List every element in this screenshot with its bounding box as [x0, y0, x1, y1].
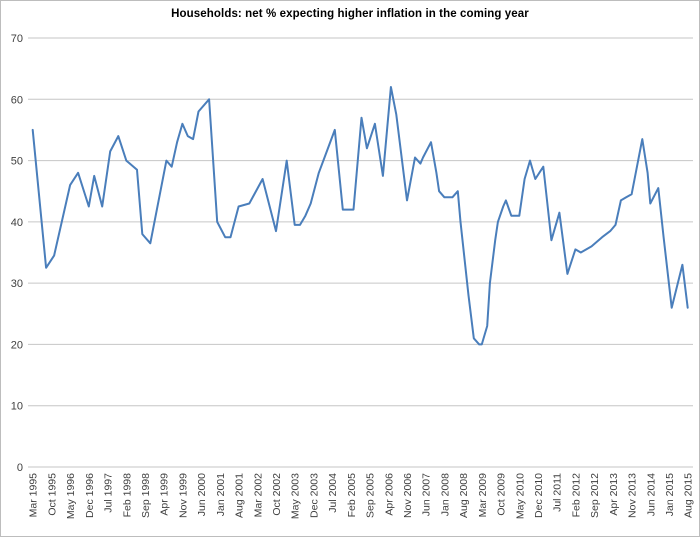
y-tick-label: 30 [11, 278, 23, 290]
x-tick-label: May 1996 [65, 473, 77, 519]
x-tick-label: Mar 2002 [252, 473, 264, 518]
x-tick-label: Sep 2005 [365, 473, 377, 518]
x-tick-label: Apr 2006 [383, 473, 395, 516]
x-tick-label: Oct 1995 [46, 473, 58, 516]
x-tick-label: Jan 2015 [664, 473, 676, 516]
x-tick-label: Apr 2013 [608, 473, 620, 516]
x-tick-label: Jun 2014 [645, 473, 657, 516]
chart-title: Households: net % expecting higher infla… [171, 8, 529, 20]
x-tick-label: Jul 1997 [103, 473, 115, 513]
x-tick-label: Nov 2006 [402, 473, 414, 518]
y-tick-label: 50 [11, 156, 23, 168]
x-tick-label: May 2010 [514, 473, 526, 519]
x-tick-label: Aug 2008 [458, 473, 470, 518]
series-line [31, 86, 689, 346]
x-tick-label: Dec 1996 [84, 473, 96, 518]
x-tick-label: Jan 2001 [215, 473, 227, 516]
y-tick-label: 70 [11, 33, 23, 45]
y-tick-label: 60 [11, 94, 23, 106]
x-tick-label: Dec 2010 [533, 473, 545, 518]
x-tick-label: Feb 1998 [121, 473, 133, 518]
x-tick-label: Nov 2013 [627, 473, 639, 518]
y-tick-label: 10 [11, 401, 23, 413]
x-tick-label: Aug 2015 [683, 473, 695, 518]
y-tick-label: 20 [11, 339, 23, 351]
x-tick-label: Jul 2011 [552, 473, 564, 512]
x-tick-label: Aug 2001 [234, 473, 246, 518]
x-tick-label: Mar 2009 [477, 473, 489, 518]
x-tick-label: Jun 2007 [421, 473, 433, 516]
x-tick-label: Apr 1999 [159, 473, 171, 516]
x-tick-label: Sep 1998 [140, 473, 152, 518]
x-tick-label: Jun 2000 [196, 473, 208, 516]
x-tick-label: Mar 1995 [28, 473, 40, 518]
y-tick-label: 40 [11, 217, 23, 229]
x-tick-label: Nov 1999 [177, 473, 189, 518]
x-tick-label: Sep 2012 [589, 473, 601, 518]
y-tick-label: 0 [17, 462, 23, 474]
x-tick-label: May 2003 [290, 473, 302, 519]
x-tick-label: Dec 2003 [308, 473, 320, 518]
x-tick-label: Oct 2002 [271, 473, 283, 516]
x-tick-label: Jul 2004 [327, 473, 339, 513]
x-tick-label: Oct 2009 [496, 473, 508, 516]
x-tick-label: Jan 2008 [439, 473, 451, 516]
x-tick-label: Feb 2005 [346, 473, 358, 518]
x-tick-label: Feb 2012 [570, 473, 582, 518]
